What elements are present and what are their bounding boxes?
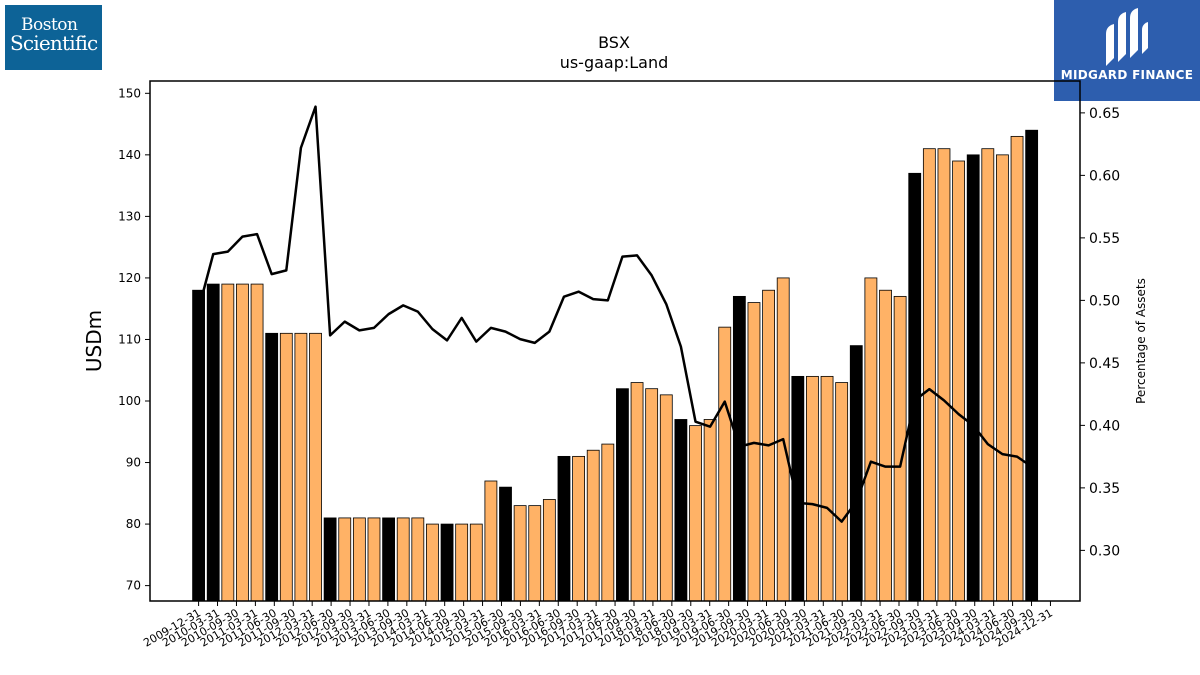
bar [265,332,279,602]
bar [352,517,366,602]
pct-assets-line [197,105,1033,523]
y-tick-label: 150 [118,86,141,100]
bar [455,523,469,602]
y2-tick-label: 0.55 [1089,231,1120,247]
midgard-emblem-icon [1106,8,1148,66]
bar [820,375,834,602]
midgard-finance-logo: MIDGARD FINANCE [1054,0,1200,101]
bar [426,523,439,602]
y2-tick-label: 0.60 [1089,168,1120,184]
bar [835,382,849,602]
bar [338,517,352,602]
bar [996,154,1009,602]
axes: 70 80 90 100 110 120 130 140 150 0.30 0.35 0.40 0.45… [118,80,1120,650]
bar [806,375,819,602]
y2-tick-label: 0.30 [1089,543,1120,559]
bar [1025,129,1039,602]
y-tick-label: 70 [126,579,141,593]
y-axis-label: USDm [82,310,106,372]
bar [323,517,337,602]
y2-tick-label: 0.45 [1089,356,1120,372]
bar [747,302,761,602]
bar [689,425,702,602]
y2-tick-label: 0.65 [1089,106,1120,122]
bar [572,455,585,602]
midgard-finance-name: MIDGARD FINANCE [1060,68,1194,82]
bar [732,295,746,602]
y2-tick-label: 0.50 [1089,293,1120,309]
bar [586,449,600,602]
bar [659,394,673,602]
chart-subtitle: us-gaap:Land [560,53,669,72]
logo-line-1: Boston [21,15,78,35]
bar [557,455,571,602]
bar [645,388,659,602]
y2-tick-label: 0.35 [1089,481,1120,497]
bar-series [192,129,1039,602]
bar [703,419,717,602]
bar [382,517,396,602]
logo-line-2: Scientific [10,31,98,55]
y-tick-label: 100 [118,394,141,408]
bar [528,505,542,602]
bar [966,154,980,602]
bar [908,172,922,602]
bar [1010,135,1024,602]
y-tick-label: 80 [126,517,141,531]
bar [718,326,732,602]
bar [309,332,322,602]
bar [250,283,264,602]
y-tick-label: 110 [118,332,141,346]
bar [981,148,995,602]
bar [206,283,220,602]
bar [616,388,629,602]
bar [367,517,381,602]
boston-scientific-logo: Boston Scientific [5,5,102,70]
bar [849,345,863,602]
y2-tick-label: 0.40 [1089,418,1120,434]
bar [294,332,308,602]
bar [440,523,454,602]
bar [221,283,235,602]
bar [279,332,293,602]
y-tick-label: 90 [126,456,141,470]
y-tick-label: 140 [118,148,141,162]
bar [864,277,878,602]
bar [542,499,556,602]
bar [396,517,410,602]
bar [879,289,892,602]
bar [484,480,498,602]
bar [411,517,425,602]
bar [937,148,951,602]
chart-title: BSX [598,33,630,52]
bar [513,505,527,602]
y-tick-label: 130 [118,209,141,223]
y-tick-label: 120 [118,271,141,285]
bar [630,382,644,602]
bar [922,148,936,602]
pct-assets-series [197,105,1033,523]
y2-axis-label: Percentage of Assets [1134,278,1148,404]
bar [192,289,206,602]
bar [236,283,249,602]
bar [601,443,615,602]
bar [674,419,688,602]
bar [499,486,512,602]
bar [952,160,965,602]
bar [469,523,483,602]
